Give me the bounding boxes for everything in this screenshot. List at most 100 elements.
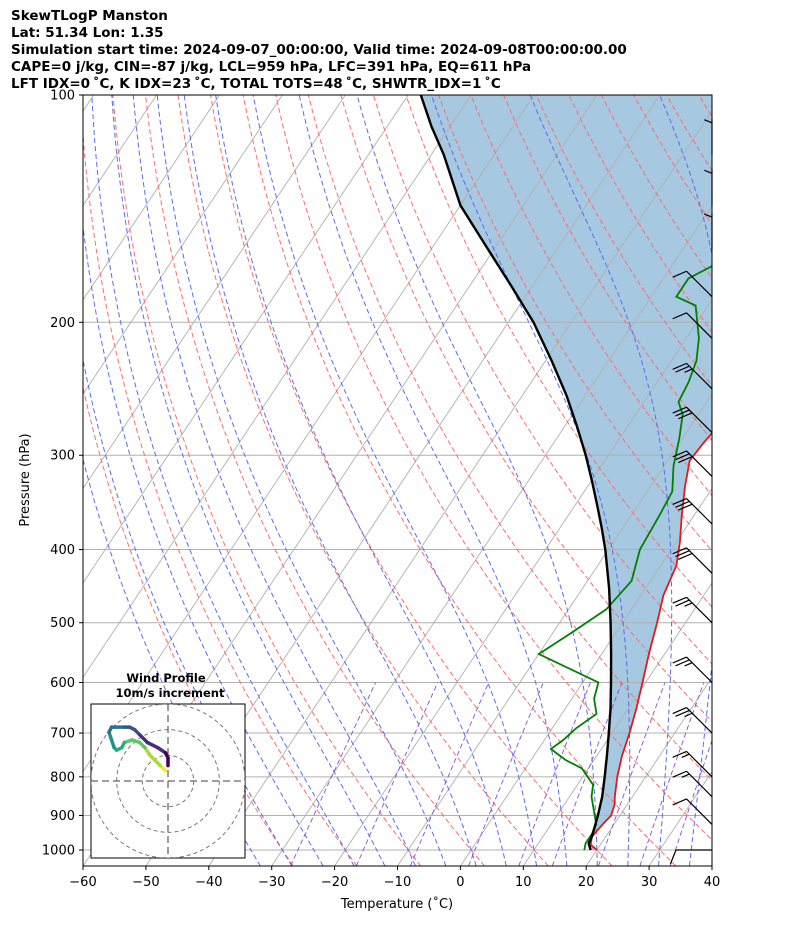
barb-staff bbox=[686, 312, 713, 339]
dry-adiabat bbox=[83, 385, 294, 866]
isotherm-line bbox=[83, 95, 409, 584]
mixing-ratio-line bbox=[355, 682, 439, 866]
wind-barb bbox=[704, 213, 713, 250]
moist-adiabat bbox=[183, 95, 477, 866]
barb-half-feather bbox=[704, 169, 713, 174]
wind-barb bbox=[672, 547, 713, 574]
x-tick-label: −50 bbox=[132, 875, 159, 890]
dry-adiabat bbox=[210, 95, 613, 866]
temperature-profile bbox=[589, 431, 712, 851]
simulation-time: Simulation start time: 2024-09-07_00:00:… bbox=[11, 42, 627, 58]
x-tick-label: −40 bbox=[195, 875, 222, 890]
dry-adiabat bbox=[732, 95, 794, 866]
moist-adiabat bbox=[132, 95, 416, 866]
x-tick-label: −30 bbox=[258, 875, 285, 890]
dry-adiabat bbox=[177, 95, 549, 866]
barb-feather bbox=[675, 409, 690, 417]
barb-feather bbox=[675, 709, 690, 717]
mixing-ratio-line bbox=[409, 682, 490, 866]
x-tick-label: −60 bbox=[69, 875, 96, 890]
hodograph-inset: Wind Profile 10m/s increment bbox=[90, 671, 246, 859]
mixing-ratio-line bbox=[639, 682, 705, 866]
isotherm-line bbox=[83, 95, 472, 679]
moist-adiabat bbox=[156, 95, 447, 866]
moist-adiabat bbox=[83, 357, 293, 866]
mixing-ratio-line bbox=[597, 682, 666, 866]
wind-barb bbox=[672, 312, 713, 339]
barb-staff bbox=[686, 707, 713, 734]
barb-staff bbox=[686, 656, 713, 683]
barb-feather bbox=[675, 599, 690, 607]
hodograph-segment bbox=[138, 733, 150, 745]
chart-header: SkewTLogP Manston Lat: 51.34 Lon: 1.35 S… bbox=[11, 8, 627, 93]
dry-adiabat bbox=[340, 95, 712, 723]
barb-staff bbox=[686, 362, 713, 390]
x-tick-label: 0 bbox=[456, 875, 464, 890]
wind-barb bbox=[672, 596, 713, 624]
dry-adiabat bbox=[764, 95, 794, 866]
isotherm-line bbox=[83, 95, 346, 490]
isotherm-line bbox=[585, 676, 712, 866]
y-tick-label: 800 bbox=[50, 770, 75, 785]
wind-barb bbox=[672, 450, 713, 477]
barb-staff bbox=[686, 770, 713, 798]
isotherm-line bbox=[83, 95, 95, 112]
x-axis-label: Temperature (˚C) bbox=[340, 896, 453, 912]
wind-barb bbox=[669, 849, 712, 865]
y-axis: 100 200 300 400 500 600 700 800 900 1000 bbox=[42, 89, 83, 859]
barb-staff bbox=[686, 270, 713, 298]
barb-staff bbox=[686, 406, 713, 434]
moist-adiabat bbox=[111, 95, 386, 866]
moist-adiabat bbox=[298, 95, 568, 866]
barb-feather bbox=[678, 456, 693, 464]
x-tick-label: 20 bbox=[578, 875, 595, 890]
moist-adiabat bbox=[431, 95, 631, 866]
barb-staff bbox=[686, 547, 713, 574]
dry-adiabat bbox=[145, 95, 485, 866]
moist-adiabat bbox=[720, 95, 794, 866]
dewpoint-profile bbox=[536, 265, 712, 851]
wind-barb bbox=[672, 656, 713, 683]
mixing-ratio-line bbox=[551, 682, 623, 866]
y-tick-label: 300 bbox=[50, 449, 75, 464]
barb-half-feather bbox=[704, 119, 713, 124]
barb-half-feather bbox=[681, 753, 690, 759]
chart-title: SkewTLogP Manston bbox=[11, 8, 168, 24]
x-tick-label: −20 bbox=[321, 875, 348, 890]
mixing-ratio-line bbox=[518, 682, 591, 866]
barb-half-feather bbox=[684, 368, 693, 373]
barb-feather bbox=[672, 450, 687, 458]
x-axis: −60 −50 −40 −30 −20 −10 0 10 20 30 40 bbox=[69, 866, 720, 890]
wind-barb bbox=[672, 750, 713, 778]
barb-feather bbox=[669, 849, 677, 865]
barb-feather bbox=[672, 406, 687, 414]
x-tick-label: 30 bbox=[641, 875, 658, 890]
y-tick-label: 900 bbox=[50, 809, 75, 824]
barb-staff bbox=[686, 498, 713, 525]
wind-barb bbox=[672, 798, 713, 825]
station-location: Lat: 51.34 Lon: 1.35 bbox=[11, 25, 164, 41]
x-tick-label: −10 bbox=[384, 875, 411, 890]
x-tick-label: 10 bbox=[515, 875, 532, 890]
wind-barb bbox=[704, 118, 713, 155]
stability-indices-1: CAPE=0 j/kg, CIN=-87 j/kg, LCL=959 hPa, … bbox=[11, 59, 532, 75]
barb-feather bbox=[672, 362, 687, 370]
dry-adiabat bbox=[438, 95, 712, 552]
barb-feather bbox=[672, 596, 687, 604]
wind-barb bbox=[672, 770, 713, 798]
wind-barb bbox=[672, 270, 713, 298]
barb-half-feather bbox=[684, 712, 693, 718]
dry-adiabat bbox=[503, 95, 712, 442]
barb-feather bbox=[672, 750, 687, 758]
mixing-ratio-line bbox=[468, 682, 544, 866]
barb-feather bbox=[672, 770, 687, 778]
hodograph-segment bbox=[145, 740, 160, 750]
moist-adiabat bbox=[215, 95, 507, 866]
barb-half-feather bbox=[681, 773, 690, 778]
barb-feather bbox=[675, 550, 690, 558]
wind-barbs bbox=[669, 118, 713, 865]
mixing-ratio-line bbox=[669, 739, 712, 866]
y-tick-label: 400 bbox=[50, 543, 75, 558]
isotherm-line bbox=[460, 487, 712, 866]
